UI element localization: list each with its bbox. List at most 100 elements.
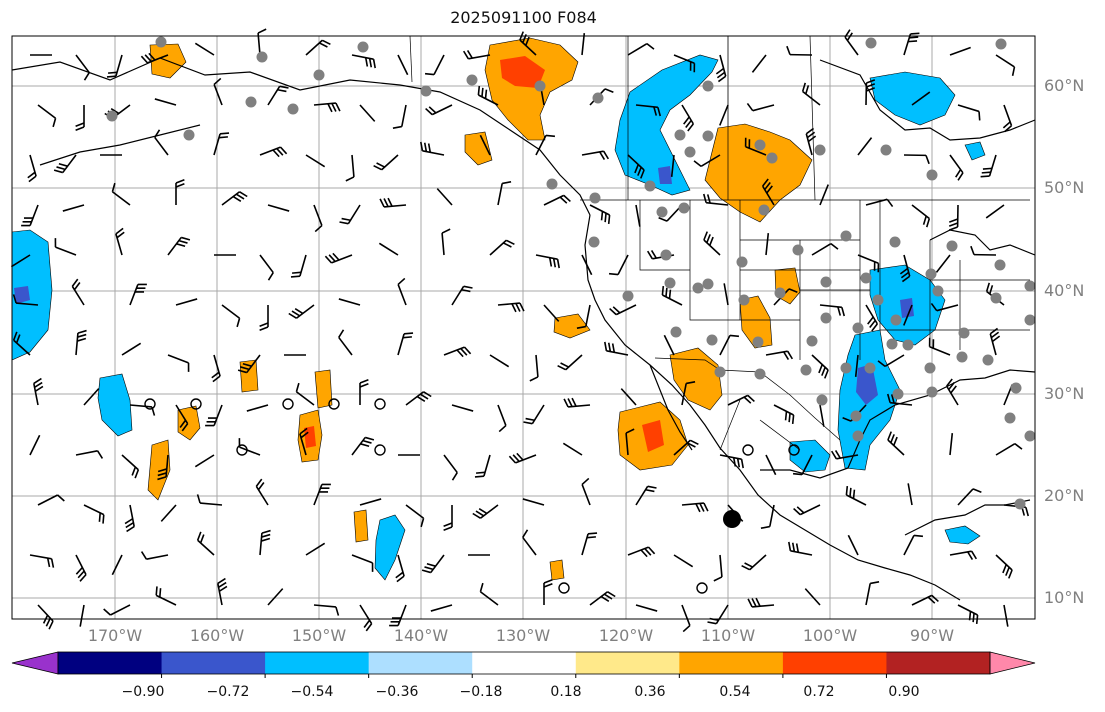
- wind-barb: [945, 378, 959, 406]
- lon-label: 100°W: [802, 626, 858, 645]
- wind-barb: [930, 302, 959, 312]
- wind-barb: [887, 431, 905, 456]
- wind-barb: [581, 532, 598, 556]
- cool-dark-canada: [658, 166, 672, 184]
- warm-region-california: [553, 313, 591, 339]
- wind-barb: [620, 388, 637, 406]
- wind-barb: [305, 542, 326, 556]
- wind-barb: [167, 236, 191, 256]
- warm-region-pacific-g: [549, 559, 565, 581]
- warm-dark-regions: [304, 56, 664, 452]
- station-dot: [754, 368, 766, 380]
- wind-barb: [703, 231, 721, 256]
- wind-barb: [246, 404, 269, 412]
- wind-barb: [865, 79, 876, 106]
- wind-barb: [71, 278, 85, 306]
- station-dot: [958, 327, 970, 339]
- wind-barb: [788, 541, 813, 556]
- warm-region-bc-coast: [464, 131, 493, 166]
- wind-barb: [719, 104, 729, 126]
- colorbar-tick-label: −0.18: [459, 684, 503, 700]
- station-dot: [892, 388, 904, 400]
- calm-circle: [374, 398, 386, 410]
- wind-barb: [12, 294, 39, 306]
- wind-barb: [83, 388, 100, 406]
- wind-barb: [373, 154, 399, 171]
- wind-barb: [324, 252, 353, 264]
- wind-barb: [359, 498, 382, 506]
- wind-barb: [140, 52, 169, 64]
- coastlines: [11, 57, 1036, 601]
- wind-barb: [535, 134, 556, 156]
- cool-region-mexico-east: [789, 439, 831, 473]
- wind-barb: [124, 504, 135, 533]
- border-canada-provinces: [627, 35, 816, 201]
- wind-barb: [765, 350, 794, 360]
- lon-label: 110°W: [700, 626, 756, 645]
- wind-barb: [267, 588, 284, 606]
- wind-barb: [474, 454, 491, 478]
- station-dot: [902, 339, 914, 351]
- wind-barb: [995, 442, 1023, 456]
- wind-barb: [497, 181, 512, 206]
- wind-barb: [75, 554, 87, 582]
- warm-region-pacific-b: [177, 405, 201, 441]
- station-dot: [850, 410, 862, 422]
- wind-barb: [543, 194, 571, 206]
- wind-barb: [635, 104, 662, 117]
- wind-barb: [29, 554, 55, 568]
- colorbar-tick-label: 0.36: [634, 684, 666, 700]
- station-dot: [546, 178, 558, 190]
- station-dot: [256, 51, 268, 63]
- wind-barb: [154, 98, 177, 106]
- station-dot: [792, 244, 804, 256]
- wind-barb: [405, 504, 425, 528]
- wind-barb: [635, 485, 657, 506]
- wind-barb: [121, 454, 140, 479]
- wind-barb: [405, 391, 432, 406]
- lon-label: 160°W: [189, 626, 245, 645]
- station-dot: [622, 290, 634, 302]
- wind-barb: [899, 254, 911, 283]
- wind-barb: [957, 488, 982, 506]
- warm-region-mountain: [739, 295, 773, 349]
- wind-barb: [451, 404, 474, 412]
- wind-barb: [793, 504, 821, 516]
- wind-barb: [397, 332, 414, 356]
- wind-barb: [359, 604, 373, 632]
- wind-barb: [255, 478, 269, 506]
- wind-barb: [395, 554, 405, 583]
- wind-barb: [313, 483, 331, 506]
- wind-barb: [741, 554, 767, 571]
- wind-barb: [543, 578, 553, 605]
- wind-barb: [609, 304, 637, 316]
- wind-barb: [819, 404, 825, 427]
- station-dot: [758, 204, 770, 216]
- wind-barb: [744, 137, 767, 156]
- wind-barb: [175, 298, 198, 306]
- station-dot: [738, 294, 750, 306]
- wind-barb: [581, 150, 610, 160]
- lat-label: 40°N: [1044, 281, 1085, 300]
- wind-barb: [443, 346, 472, 358]
- colorbar-tick-label: −0.54: [290, 684, 334, 700]
- wind-barb: [907, 483, 913, 506]
- wind-barb: [75, 54, 90, 81]
- coastline-yucatan: [904, 499, 1031, 536]
- map-frame: [11, 35, 1036, 620]
- wind-barb: [259, 305, 269, 332]
- wind-barb: [903, 154, 930, 165]
- station-dot: [245, 96, 257, 108]
- station-dot: [702, 278, 714, 290]
- wind-barb: [811, 242, 839, 256]
- wind-barb: [462, 50, 491, 60]
- colorbar-segment: [161, 652, 266, 674]
- wind-barb: [562, 442, 583, 456]
- station-dot: [956, 351, 968, 363]
- station-dot: [702, 80, 714, 92]
- station-dot: [1024, 314, 1036, 326]
- colorbar-segment: [886, 652, 991, 674]
- border-alaska-canada: [409, 35, 413, 83]
- wind-barb: [581, 33, 586, 56]
- wind-barb: [635, 604, 658, 612]
